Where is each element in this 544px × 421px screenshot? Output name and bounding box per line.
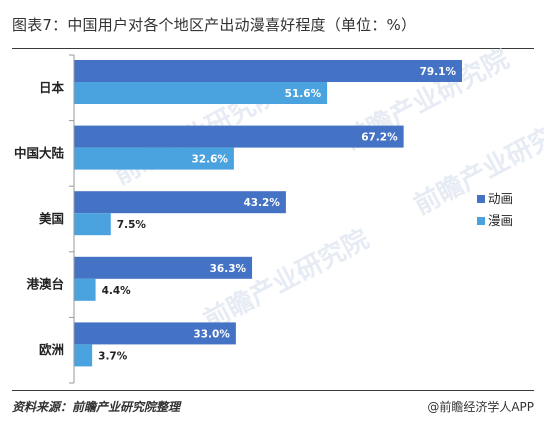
category-label: 欧洲 bbox=[39, 342, 64, 357]
category-label: 中国大陆 bbox=[14, 145, 65, 160]
bar-manga bbox=[74, 147, 234, 170]
bar-manga bbox=[74, 213, 111, 236]
credit-note: @前瞻经济学人APP bbox=[427, 400, 534, 414]
legend-swatch bbox=[477, 217, 485, 225]
chart-title: 图表7：中国用户对各个地区产出动漫喜好程度（单位：%） bbox=[12, 16, 417, 34]
watermark-text: 前瞻产业研究院 bbox=[199, 223, 374, 336]
bar-animation bbox=[74, 125, 404, 148]
category-label: 美国 bbox=[39, 211, 64, 226]
data-label: 4.4% bbox=[102, 285, 132, 297]
bar-manga bbox=[74, 82, 328, 104]
bar-animation bbox=[74, 256, 253, 279]
data-label: 79.1% bbox=[420, 66, 457, 78]
legend-label: 漫画 bbox=[488, 213, 513, 228]
data-label: 36.3% bbox=[210, 263, 247, 275]
data-label: 32.6% bbox=[191, 154, 228, 166]
y-axis-ticks bbox=[69, 54, 74, 384]
value-labels: 79.1% 51.6% 67.2% 32.6% 43.2% 7.5% 36.3% 4.4% 33… bbox=[98, 66, 456, 362]
data-label: 7.5% bbox=[117, 219, 147, 231]
data-label: 43.2% bbox=[243, 197, 280, 209]
data-label: 33.0% bbox=[193, 328, 230, 340]
bar-manga bbox=[74, 344, 93, 367]
legend-label: 动画 bbox=[488, 191, 513, 206]
category-label: 港澳台 bbox=[26, 277, 64, 292]
data-label: 3.7% bbox=[98, 350, 128, 362]
bar-animation bbox=[74, 322, 236, 345]
data-label: 67.2% bbox=[361, 132, 398, 144]
bar-animation bbox=[74, 191, 286, 214]
source-note: 资料来源：前瞻产业研究院整理 bbox=[12, 400, 181, 414]
bar-manga bbox=[74, 278, 96, 301]
category-label: 日本 bbox=[39, 80, 65, 95]
data-label: 51.6% bbox=[285, 88, 322, 100]
footer-divider bbox=[12, 390, 534, 391]
title-divider bbox=[12, 48, 534, 49]
bar-animation bbox=[74, 60, 462, 82]
watermark-text: 前瞻产业研究院 bbox=[409, 108, 544, 221]
bars-layer bbox=[74, 60, 462, 367]
legend-swatch bbox=[477, 195, 485, 203]
